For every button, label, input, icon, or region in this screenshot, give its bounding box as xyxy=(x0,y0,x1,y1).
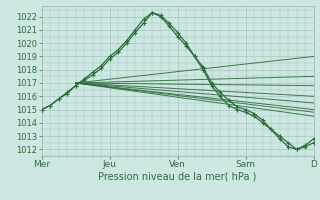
X-axis label: Pression niveau de la mer( hPa ): Pression niveau de la mer( hPa ) xyxy=(99,172,257,182)
